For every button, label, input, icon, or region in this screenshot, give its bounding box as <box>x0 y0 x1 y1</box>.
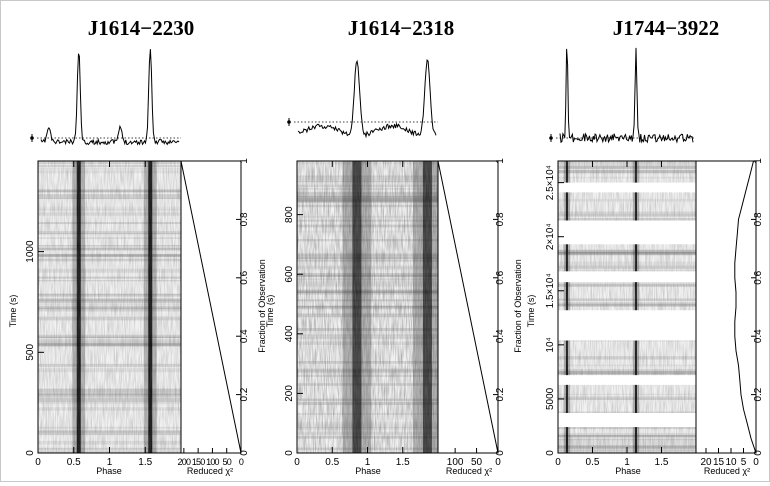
panel3-fraction-tick-label-2: 0.4 <box>753 329 764 343</box>
panel3-x-tick-label-1: 0.5 <box>586 457 600 468</box>
panel1-x-tick-label-0: 0 <box>35 457 41 468</box>
panel2-x-tick-label-3: 1.5 <box>396 457 410 468</box>
panel1-chi-tick-label-2: 100 <box>206 457 219 467</box>
panel3-chi-tick-label-1: 15 <box>713 457 725 468</box>
panel2-y-tick-label-1: 200 <box>284 385 295 402</box>
panel1-heatmap-texture <box>38 161 181 453</box>
panel3-error-bar-point <box>549 136 553 140</box>
panel1-x-tick-label-2: 1 <box>107 457 113 468</box>
panel2-fraction-label: Fraction of Observation <box>513 259 523 353</box>
panel3-fraction-tick-label-4: 0.8 <box>753 212 764 226</box>
panel1-fraction-tick-label-4: 0.8 <box>239 212 250 226</box>
panel1-x-tick-label-3: 1.5 <box>138 457 152 468</box>
panel3-observing-gap-5 <box>558 220 696 245</box>
panel3-chi-curve <box>734 160 757 454</box>
panel3-observing-gap-1 <box>558 412 696 428</box>
panel2-y-tick-label-3: 600 <box>284 265 295 282</box>
panel2-fraction-tick-label-0: 0 <box>495 450 506 456</box>
panel1-title: J1614−2230 <box>88 16 194 40</box>
panel3-chi-tick-label-2: 10 <box>725 457 737 468</box>
panel2-x-tick-label-0: 0 <box>294 457 300 468</box>
panel3-fraction-tick-label-1: 0.2 <box>753 387 764 401</box>
panel3-chi-label: Reduced χ² <box>704 466 750 476</box>
panel3-y-tick-label-3: 1.5×10⁴ <box>545 273 556 308</box>
panel3-heatmap-texture <box>558 161 696 453</box>
panel3-x-tick-label-2: 1 <box>624 457 630 468</box>
panel3-title: J1744−3922 <box>613 16 719 40</box>
panel2-x-tick-label-1: 0.5 <box>325 457 339 468</box>
panel2-fraction-tick-label-3: 0.6 <box>495 270 506 284</box>
panel2-ylabel: Time (s) <box>265 295 275 328</box>
panel2-chi-tick-label-1: 50 <box>471 457 483 468</box>
panel3-pulse-profile <box>559 47 694 144</box>
panel3-fraction-tick-label-5: 1 <box>753 158 764 164</box>
panel2-xlabel: Phase <box>355 466 381 476</box>
panel2-fraction-tick-label-1: 0.2 <box>495 387 506 401</box>
panel2-fraction-tick-label-5: 1 <box>495 158 506 164</box>
panel2-heatmap-texture <box>297 161 438 453</box>
panel1-chi-tick-label-4: 0 <box>239 457 244 467</box>
panel1-chi-curve <box>180 160 242 454</box>
panel3-observing-gap-2 <box>558 375 696 385</box>
panel2-fraction-tick-label-4: 0.8 <box>495 212 506 226</box>
panel3-xlabel: Phase <box>615 466 641 476</box>
panel3-observing-gap-6 <box>558 182 696 193</box>
panel1-fraction-tick-label-3: 0.6 <box>239 270 250 284</box>
panel2-chi-curve <box>437 160 499 454</box>
panel1-ylabel: Time (s) <box>8 295 18 328</box>
panel3-ylabel: Time (s) <box>526 295 536 328</box>
panel3-chi-tick-label-3: 5 <box>741 457 747 468</box>
panel1-fraction-label: Fraction of Observation <box>257 259 267 353</box>
panel2-chi-tick-label-0: 100 <box>447 457 464 468</box>
panel3-x-tick-label-0: 0 <box>555 457 561 468</box>
panel3-y-tick-label-5: 2.5×10⁴ <box>545 165 556 200</box>
panel3-observing-gap-4 <box>558 271 696 283</box>
panel1-x-tick-label-1: 0.5 <box>67 457 81 468</box>
panel1-fraction-tick-label-0: 0 <box>239 450 250 456</box>
panel3-observing-gap-3 <box>558 310 696 341</box>
panel1-y-tick-label-1: 500 <box>25 344 36 361</box>
panel2-y-tick-label-0: 0 <box>284 450 295 456</box>
panel3-y-tick-label-2: 10⁴ <box>545 337 556 352</box>
panel2-chi-label: Reduced χ² <box>446 466 492 476</box>
panel2-y-tick-label-2: 400 <box>284 325 295 342</box>
panel1-chi-tick-label-0: 200 <box>178 457 191 467</box>
panel1-chi-label: Reduced χ² <box>187 466 233 476</box>
panel3-x-tick-label-3: 1.5 <box>655 457 669 468</box>
panel2-fraction-tick-label-2: 0.4 <box>495 329 506 343</box>
panel1-error-bar-point <box>30 136 34 140</box>
panel1-y-tick-label-2: 1000 <box>25 240 36 263</box>
panel2-x-tick-label-2: 1 <box>365 457 371 468</box>
panel3-y-tick-label-1: 5000 <box>545 387 556 410</box>
panel1-xlabel: Phase <box>96 466 122 476</box>
panel2-chi-tick-label-2: 0 <box>495 457 501 468</box>
panel3-chi-tick-label-4: 0 <box>753 457 759 468</box>
panel3-chi-tick-label-0: 20 <box>700 457 712 468</box>
panel3-chi-frame <box>695 160 757 454</box>
panel2-error-bar-point <box>287 120 291 124</box>
panel1-chi-tick-label-1: 150 <box>192 457 205 467</box>
panel3-y-tick-label-4: 2×10⁴ <box>545 223 556 250</box>
panel2-y-tick-label-4: 800 <box>284 206 295 223</box>
panel1-y-tick-label-0: 0 <box>25 450 36 456</box>
panel1-pulse-profile <box>40 49 180 146</box>
panel1-fraction-tick-label-1: 0.2 <box>239 387 250 401</box>
panel3-fraction-tick-label-0: 0 <box>753 450 764 456</box>
panel1-fraction-tick-label-5: 1 <box>239 158 250 164</box>
panel1-chi-tick-label-3: 50 <box>223 457 232 467</box>
panel2-pulse-profile <box>297 59 437 139</box>
panel3-y-tick-label-0: 0 <box>545 450 556 456</box>
panel1-fraction-tick-label-2: 0.4 <box>239 329 250 343</box>
panel3-fraction-tick-label-3: 0.6 <box>753 270 764 284</box>
panel2-title: J1614−2318 <box>348 16 454 40</box>
